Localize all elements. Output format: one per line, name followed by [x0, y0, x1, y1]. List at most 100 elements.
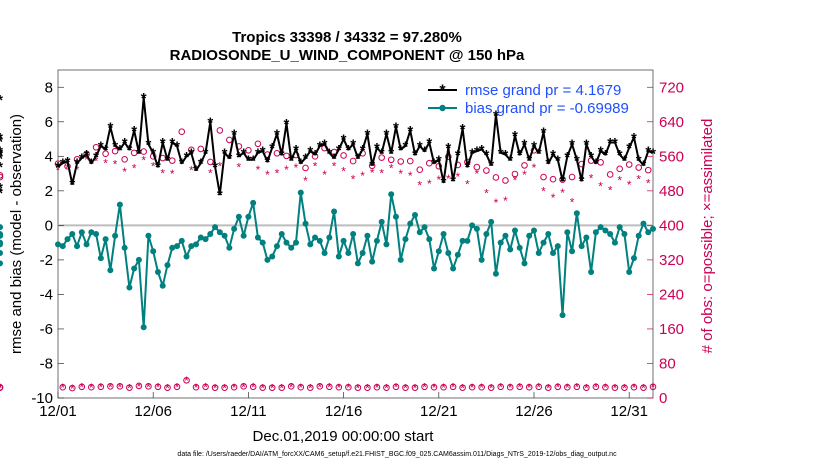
rmse-point: *	[407, 123, 413, 140]
assimilated-point: *	[389, 161, 394, 175]
rmse-point: *	[217, 187, 223, 204]
rmse-point: *	[355, 151, 361, 168]
assimilated-point: *	[175, 381, 180, 395]
rmse-point: *	[255, 145, 261, 162]
rmse-point: *	[460, 121, 466, 138]
rmse-point: *	[569, 137, 575, 154]
y-right-tick-label: 320	[659, 252, 684, 269]
bias-point	[364, 232, 371, 239]
rmse-point: *	[555, 152, 561, 169]
bias-point	[293, 239, 299, 246]
bias-point	[78, 229, 85, 236]
bias-point	[569, 248, 576, 255]
possible-point	[568, 173, 576, 181]
assimilated-point: *	[365, 382, 370, 396]
bias-point	[0, 224, 3, 231]
y-axis-right: 720 640 560 480 400 320 240 160 80 0	[647, 79, 684, 407]
assimilated-point: *	[332, 159, 337, 173]
rmse-point: *	[198, 156, 204, 173]
bias-point	[59, 243, 66, 250]
bias-point	[283, 239, 290, 246]
bias-point	[69, 231, 76, 237]
x-tick-label: 12/21	[420, 403, 458, 420]
possible-point	[78, 383, 86, 391]
rmse-point: *	[631, 130, 637, 147]
rmse-point: *	[269, 140, 275, 157]
rmse-point: *	[617, 147, 623, 164]
rmse-point: *	[331, 151, 337, 168]
bias-point	[259, 239, 266, 246]
bias-point	[121, 244, 128, 251]
assimilated-point: *	[403, 382, 408, 396]
rmse-point: *	[98, 138, 104, 155]
footnote: data file: /Users/raeder/DAI/ATM_forcXX/…	[177, 451, 617, 458]
possible-point	[111, 147, 119, 155]
bias-point	[297, 189, 304, 196]
possible-point	[297, 383, 305, 391]
rmse-point: *	[188, 145, 194, 162]
possible-point	[283, 152, 290, 160]
possible-point	[145, 383, 152, 390]
rmse-point: *	[384, 126, 390, 143]
possible-point	[168, 157, 176, 164]
y-tick-label: -8	[40, 355, 53, 372]
possible-point	[130, 149, 138, 157]
rmse-point: *	[160, 135, 166, 152]
bias-point	[0, 260, 3, 267]
bias-point	[545, 231, 552, 237]
assimilated-point: *	[317, 380, 322, 394]
rmse-point: *	[226, 151, 232, 168]
assimilated-point: *	[65, 161, 70, 175]
rmse-point: *	[560, 173, 566, 190]
rmse-point: *	[436, 152, 442, 169]
bias-point	[369, 258, 376, 265]
possible-point	[140, 148, 147, 155]
rmse-point: *	[379, 145, 385, 162]
possible-point	[335, 383, 343, 391]
assimilated-point: *	[508, 381, 513, 395]
assimilated-point: *	[479, 381, 484, 395]
assimilated-point: *	[127, 382, 132, 396]
rmse-point: *	[279, 147, 285, 164]
rmse-point: *	[545, 156, 551, 173]
rmse-point: *	[0, 133, 3, 150]
bias-point	[145, 232, 152, 239]
assimilated-point: *	[132, 161, 137, 175]
bias-point	[254, 234, 261, 241]
assimilated-point: *	[575, 381, 580, 395]
rmse-point: *	[517, 147, 523, 164]
y-right-tick-label: 480	[659, 183, 684, 200]
assimilated-point: *	[0, 185, 3, 199]
assimilated-point: *	[265, 168, 270, 182]
rmse-point: *	[602, 147, 608, 164]
rmse-point: *	[326, 145, 332, 162]
assimilated-point: *	[446, 172, 451, 186]
bias-point	[102, 236, 109, 243]
rmse-point: *	[398, 142, 404, 159]
bias-point	[416, 229, 423, 236]
rmse-point: *	[0, 180, 3, 197]
assimilated-point: *	[341, 164, 346, 178]
possible-point	[387, 156, 395, 164]
assimilated-point: *	[589, 171, 594, 185]
series-rmse: ****************************************…	[0, 90, 656, 204]
assimilated-point: *	[522, 168, 527, 182]
possible-point	[459, 384, 466, 391]
assimilated-point: *	[170, 167, 175, 181]
y-tick-label: -2	[40, 252, 53, 269]
possible-point	[549, 175, 557, 183]
rmse-point: *	[455, 147, 461, 164]
assimilated-point: *	[394, 381, 399, 395]
possible-point	[116, 383, 124, 390]
assimilated-point: *	[494, 196, 499, 210]
rmse-point: *	[636, 152, 642, 169]
bias-point	[231, 225, 238, 232]
possible-point	[340, 152, 347, 159]
bias-point	[55, 241, 61, 248]
assimilated-point: *	[222, 382, 227, 396]
assimilated-point: *	[79, 381, 84, 395]
bias-point	[464, 237, 471, 244]
bias-point	[326, 234, 333, 241]
bias-point	[250, 199, 257, 206]
possible-point	[506, 383, 514, 391]
